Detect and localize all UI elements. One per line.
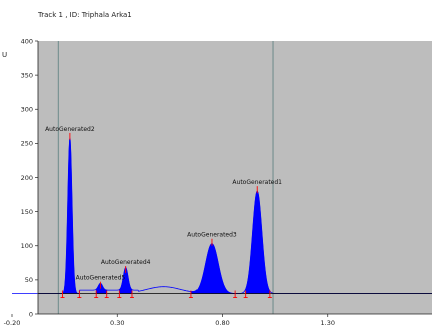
vertical-lines (57, 41, 274, 314)
peak-boundary-marker (117, 290, 122, 298)
peak-label: AutoGenerated1 (232, 179, 282, 186)
peak-label: AutoGenerated5 (76, 275, 126, 282)
peak-markers (60, 132, 272, 298)
peak-boundary-marker (60, 290, 65, 298)
peak-boundary-marker (129, 290, 134, 298)
peak-boundary-marker (243, 290, 248, 298)
x-tick-label: 0.30 (110, 319, 124, 327)
y-tick-label: 250 (21, 140, 33, 148)
y-tick-label: 100 (21, 242, 33, 250)
y-tick-label: 0 (29, 310, 33, 318)
peak-boundary-marker (233, 290, 238, 298)
peak-boundary-marker (94, 290, 99, 298)
peak-boundary-marker (77, 290, 82, 298)
y-tick-label: 150 (21, 208, 33, 216)
peak-boundary-marker (104, 290, 109, 298)
x-tick-label: 0.80 (215, 319, 229, 327)
peak-label: AutoGenerated3 (187, 232, 237, 239)
x-tick-label: -0.20 (4, 319, 21, 327)
y-tick-label: 50 (25, 276, 33, 284)
y-tick-label: 300 (21, 106, 33, 114)
peak-label: AutoGenerated2 (45, 126, 95, 133)
y-axis: 0 50 100 150 200 250 300 350 400 (21, 37, 39, 318)
y-tick-label: 400 (21, 37, 33, 45)
y-axis-unit-fragment: U (2, 51, 8, 59)
y-tick-label: 350 (21, 71, 33, 79)
x-axis: -0.20 0.30 0.80 1.30 (4, 313, 432, 327)
peak-boundary-marker (267, 290, 272, 298)
peak-labels: AutoGenerated2 AutoGenerated5 AutoGenerate… (45, 126, 282, 282)
peak-label: AutoGenerated4 (101, 259, 151, 266)
plot-area-background (38, 41, 432, 314)
peak-boundary-marker (188, 290, 193, 298)
y-tick-label: 200 (21, 174, 33, 182)
x-tick-label: 1.30 (321, 319, 335, 327)
chart-title: Track 1 , ID: Triphala Arka1 (38, 11, 132, 19)
